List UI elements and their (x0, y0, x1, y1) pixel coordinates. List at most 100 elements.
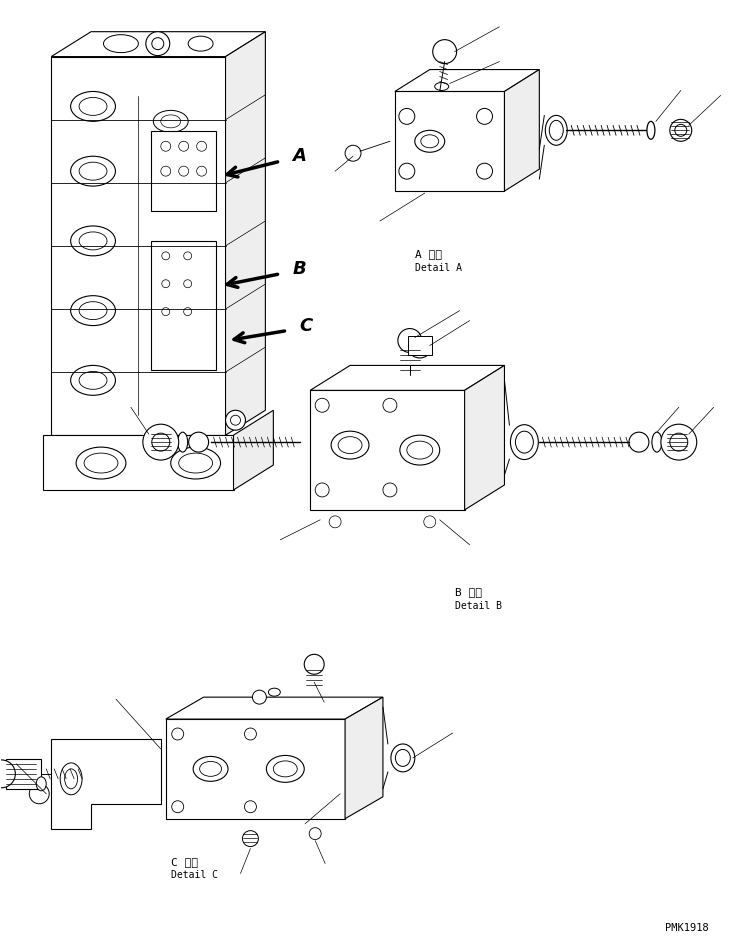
Polygon shape (165, 719, 345, 819)
Ellipse shape (545, 115, 567, 145)
Ellipse shape (71, 156, 115, 186)
Ellipse shape (153, 330, 188, 352)
Circle shape (399, 163, 415, 180)
Ellipse shape (410, 343, 430, 358)
Ellipse shape (434, 83, 448, 90)
Ellipse shape (79, 371, 107, 389)
Polygon shape (233, 410, 273, 490)
Circle shape (179, 166, 189, 176)
Circle shape (152, 433, 170, 451)
Text: Detail C: Detail C (171, 870, 218, 881)
Circle shape (244, 728, 257, 740)
Ellipse shape (79, 98, 107, 115)
Ellipse shape (71, 91, 115, 122)
Circle shape (243, 830, 258, 846)
Circle shape (424, 516, 436, 528)
Circle shape (172, 728, 184, 740)
Ellipse shape (670, 120, 692, 142)
Circle shape (670, 433, 687, 451)
Circle shape (162, 308, 170, 315)
Ellipse shape (71, 295, 115, 326)
Text: A 詳細: A 詳細 (415, 249, 442, 258)
Polygon shape (43, 435, 233, 490)
Ellipse shape (200, 761, 222, 776)
Polygon shape (165, 697, 383, 719)
Ellipse shape (153, 110, 188, 132)
Text: Detail B: Detail B (455, 600, 502, 611)
Ellipse shape (395, 750, 410, 767)
Ellipse shape (161, 334, 181, 347)
Circle shape (184, 252, 192, 259)
Circle shape (161, 142, 171, 151)
Circle shape (189, 432, 208, 452)
Circle shape (230, 415, 241, 426)
Ellipse shape (193, 756, 228, 781)
Ellipse shape (266, 755, 304, 782)
Bar (408, 335, 432, 355)
Circle shape (252, 691, 266, 704)
Ellipse shape (79, 162, 107, 180)
Ellipse shape (407, 441, 433, 459)
Circle shape (162, 279, 170, 288)
Ellipse shape (163, 185, 198, 207)
Ellipse shape (268, 688, 281, 696)
Ellipse shape (675, 124, 687, 136)
Circle shape (383, 483, 397, 497)
Ellipse shape (515, 431, 534, 453)
Circle shape (162, 252, 170, 259)
Ellipse shape (79, 302, 107, 319)
Circle shape (152, 38, 164, 49)
Text: C 詳細: C 詳細 (171, 857, 198, 866)
Circle shape (629, 432, 649, 452)
Ellipse shape (76, 447, 126, 479)
Circle shape (661, 425, 697, 460)
Ellipse shape (549, 121, 564, 141)
Ellipse shape (71, 226, 115, 256)
Ellipse shape (79, 232, 107, 250)
Circle shape (179, 142, 189, 151)
Ellipse shape (171, 447, 221, 479)
Polygon shape (51, 57, 225, 435)
Circle shape (244, 801, 257, 812)
Circle shape (184, 279, 192, 288)
Circle shape (161, 166, 171, 176)
Polygon shape (395, 69, 539, 91)
Ellipse shape (84, 453, 118, 473)
Circle shape (197, 142, 206, 151)
Circle shape (477, 163, 493, 180)
Polygon shape (311, 390, 464, 510)
Ellipse shape (165, 264, 186, 277)
Circle shape (184, 308, 192, 315)
Circle shape (0, 760, 15, 788)
Ellipse shape (161, 115, 181, 128)
Polygon shape (395, 91, 504, 191)
Circle shape (399, 108, 415, 124)
Text: PMK1918: PMK1918 (665, 923, 709, 933)
Ellipse shape (158, 259, 193, 282)
Circle shape (477, 108, 493, 124)
Text: A: A (292, 147, 306, 165)
Circle shape (29, 784, 49, 804)
Circle shape (143, 425, 179, 460)
Circle shape (315, 398, 329, 412)
Ellipse shape (36, 777, 46, 790)
Circle shape (172, 801, 184, 812)
Circle shape (225, 410, 246, 430)
Circle shape (383, 398, 397, 412)
Circle shape (309, 827, 321, 840)
Ellipse shape (400, 435, 440, 466)
Polygon shape (504, 69, 539, 191)
Ellipse shape (273, 761, 297, 777)
Text: Detail A: Detail A (415, 263, 461, 273)
Polygon shape (51, 31, 265, 57)
Bar (7, 759, 42, 788)
Polygon shape (225, 31, 265, 435)
Ellipse shape (391, 744, 415, 771)
Ellipse shape (178, 432, 187, 452)
Ellipse shape (415, 130, 445, 152)
Text: B 詳細: B 詳細 (455, 586, 482, 597)
Ellipse shape (188, 36, 213, 51)
Bar (151, 131, 216, 211)
Ellipse shape (65, 769, 77, 788)
Text: C: C (299, 316, 313, 334)
